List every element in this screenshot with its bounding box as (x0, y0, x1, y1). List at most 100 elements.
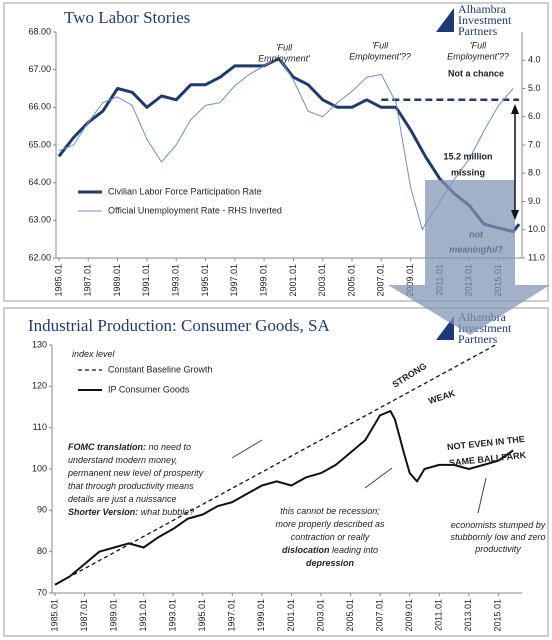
y-tick-label: 70 (37, 587, 47, 597)
x-tick-label: 2009.01 (404, 599, 414, 632)
y-tick-label: 110 (33, 422, 47, 432)
annotation-text: permanent new level of prosperity (67, 468, 204, 478)
logo-mark (436, 8, 454, 32)
x-tick-label: 2005.01 (345, 599, 355, 632)
annotation-text: dislocation leading into (282, 545, 378, 555)
annotation-text: 'Full (372, 40, 389, 50)
pointer (477, 477, 487, 514)
logo-text: Partners (458, 24, 498, 38)
arrow-head (511, 104, 519, 114)
y-tick-label: 100 (32, 463, 47, 473)
x-tick-label: 2013.01 (463, 599, 473, 632)
annotation-run: leading into (329, 545, 378, 555)
y-tick-label: 68.00 (28, 26, 51, 36)
y-tick-label: 63.00 (28, 215, 51, 225)
annotation-text: Employment'?? (447, 51, 509, 61)
y-tick-label: 80 (37, 546, 47, 556)
annotation: FOMC translation: no need to understand m… (67, 442, 204, 517)
annotation: this cannot be recession; more properly d… (275, 506, 385, 568)
x-tick-label: 1985.01 (53, 264, 63, 297)
y-tick-label: 120 (32, 381, 47, 391)
pointer (231, 439, 263, 459)
annotation-text: FOMC translation: no need to (68, 442, 191, 452)
y2-tick-label: 6.0 (528, 111, 541, 121)
annotation-text: details are just a nuissance (68, 494, 177, 504)
annotation-text: Employment'?? (349, 51, 411, 61)
x-tick-label: 1993.01 (171, 264, 181, 297)
annotation-run: Shorter Version: (68, 507, 138, 517)
x-tick-label: 1997.01 (227, 599, 237, 632)
x-tick-label: 1989.01 (108, 599, 118, 632)
overlay-arrow (388, 180, 550, 335)
x-tick-label: 2015.01 (493, 599, 503, 632)
annotation-text: 'Full (470, 40, 487, 50)
x-tick-label: 1987.01 (79, 599, 89, 632)
annotation-run: more properly described as (275, 519, 385, 529)
chart-title: Industrial Production: Consumer Goods, S… (28, 316, 330, 335)
x-tick-label: 2001.01 (286, 599, 296, 632)
annotation-text: understand modern money, (68, 455, 177, 465)
x-tick-label: 1991.01 (141, 264, 151, 297)
annotation: Not a chance (448, 68, 504, 78)
logo-text: Partners (458, 332, 498, 346)
y-tick-label: 130 (32, 339, 47, 349)
annotation-text: that through productivity means (68, 481, 194, 491)
y-tick-label: 90 (37, 505, 47, 515)
x-tick-label: 1989.01 (112, 264, 122, 297)
legend-label: Civilian Labor Force Participation Rate (108, 186, 262, 196)
annotation-text: Shorter Version: what bubble? (68, 507, 194, 517)
x-tick-label: 1991.01 (138, 599, 148, 632)
annotation-text: more properly described as (275, 519, 385, 529)
pointer (364, 467, 393, 489)
x-tick-label: 1993.01 (168, 599, 178, 632)
y2-tick-label: 9.0 (528, 196, 541, 206)
series-line (54, 410, 514, 586)
annotation-run: understand modern money, (68, 455, 177, 465)
y-tick-label: 67.00 (28, 64, 51, 74)
logo-text: Investment (458, 13, 512, 27)
annotation-run: contraction or really (291, 532, 370, 542)
y2-tick-label: 8.0 (528, 168, 541, 178)
x-tick-label: 1985.01 (49, 599, 59, 632)
annotation-run: no need to (146, 442, 191, 452)
annotation-text: stubbornly low and zero (450, 532, 545, 542)
x-tick-label: 1999.01 (258, 264, 268, 297)
x-tick-label: 2007.01 (376, 264, 386, 297)
legend-label: Official Unemployment Rate - RHS Inverte… (108, 205, 282, 215)
x-tick-label: 2003.01 (317, 264, 327, 297)
legend-label: Constant Baseline Growth (108, 364, 213, 374)
annotation: 15.2 million missing (443, 151, 492, 177)
x-tick-label: 2009.01 (405, 264, 415, 297)
annotation-run: this cannot be recession; (280, 506, 380, 516)
y-tick-label: 66.00 (28, 102, 51, 112)
annotation-text: depression (306, 558, 355, 568)
y2-tick-label: 11.0 (528, 252, 545, 262)
arrow-head (511, 210, 519, 220)
panel-frame (3, 307, 549, 637)
annotation-run: index level (72, 349, 116, 359)
x-tick-label: 2011.01 (434, 599, 444, 631)
annotation-run: dislocation (282, 545, 330, 555)
annotation-text: productivity (474, 544, 521, 554)
x-tick-label: 2005.01 (346, 264, 356, 297)
y-tick-label: 64.00 (28, 177, 51, 187)
annotation-run: permanent new level of prosperity (67, 468, 204, 478)
annotation-text: this cannot be recession; (280, 506, 380, 516)
annotation-text: economists stumped by (451, 520, 546, 530)
legend-label: IP Consumer Goods (108, 384, 190, 394)
annotation-text: 'Full (276, 42, 293, 52)
x-tick-label: 2001.01 (288, 264, 298, 297)
x-tick-label: 2007.01 (374, 599, 384, 632)
y2-tick-label: 4.0 (528, 55, 541, 65)
x-tick-label: 2003.01 (315, 599, 325, 632)
annotation-text: 15.2 million (443, 151, 492, 161)
annotation-text: index level (72, 349, 116, 359)
annotation-text: Employment' (258, 53, 310, 63)
annotation-run: what bubble? (138, 507, 194, 517)
annotation-text: missing (451, 167, 485, 177)
y2-tick-label: 5.0 (528, 83, 541, 93)
y-tick-label: 62.00 (28, 252, 51, 262)
